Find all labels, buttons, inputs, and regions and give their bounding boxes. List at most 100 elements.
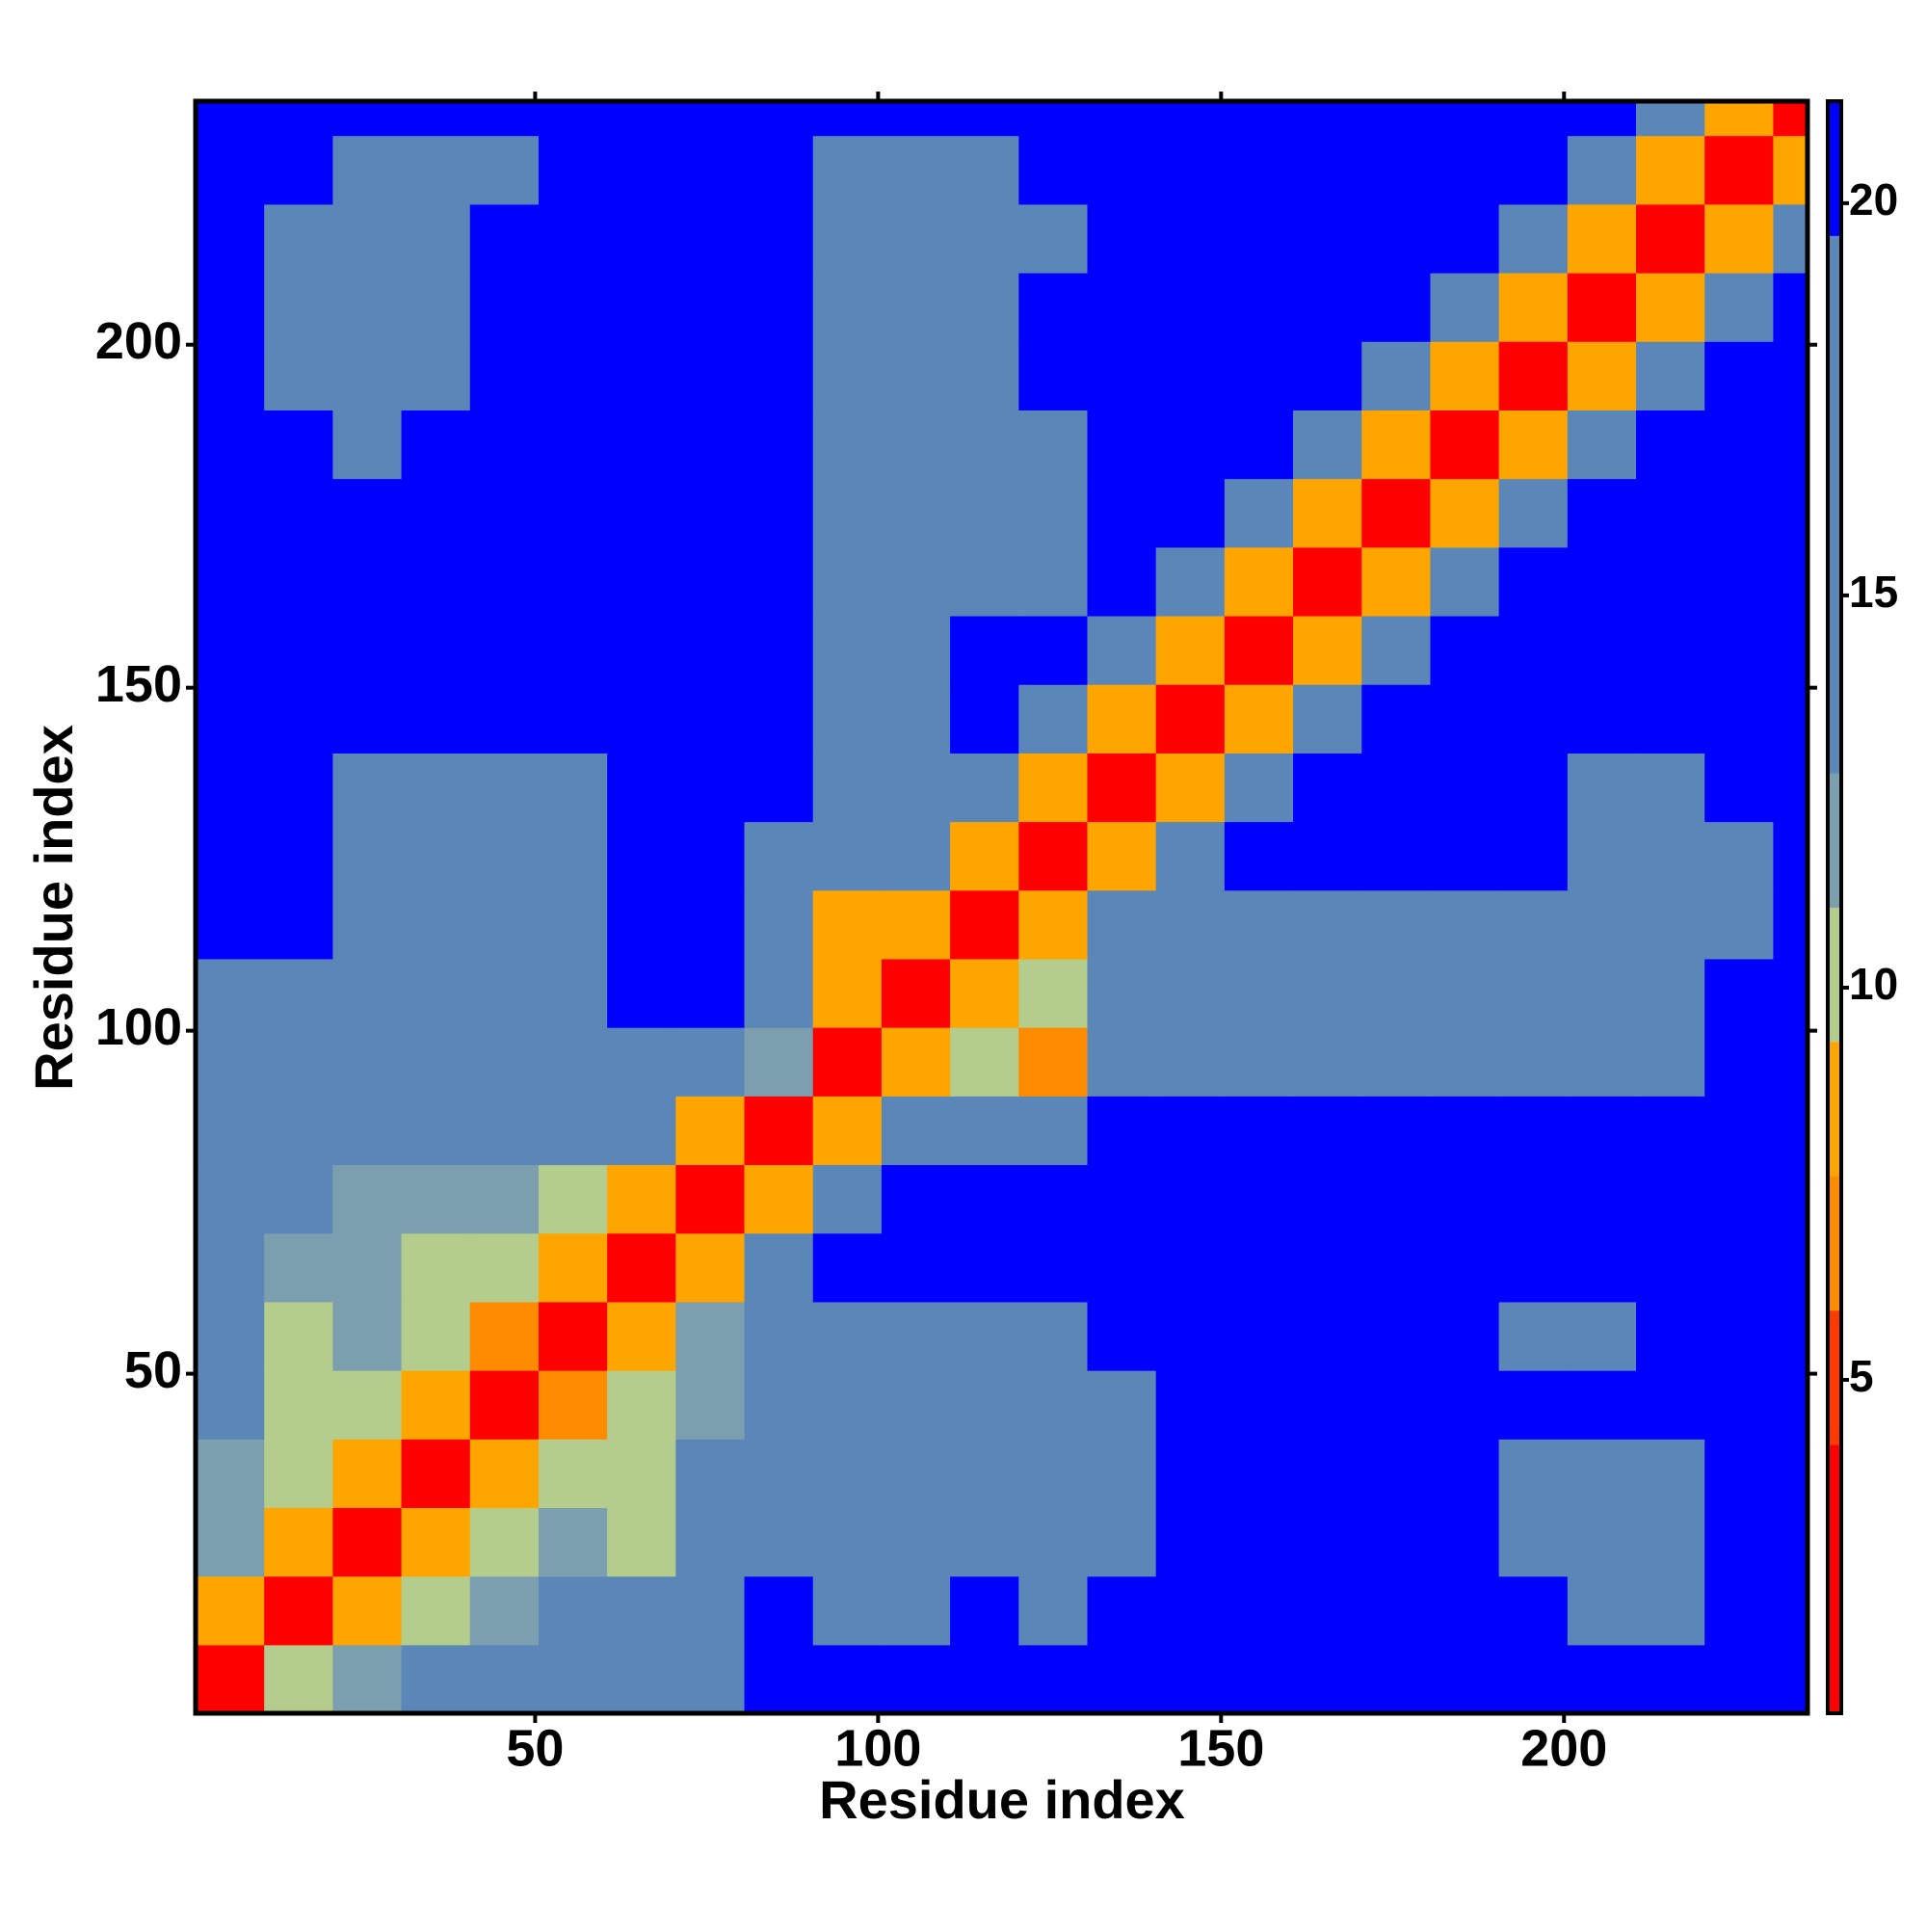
heatmap-cell	[1430, 615, 1500, 685]
heatmap-cell	[1567, 753, 1637, 823]
heatmap-cell	[1018, 684, 1089, 754]
heatmap-cell	[744, 272, 814, 342]
heatmap-cell	[1498, 101, 1569, 137]
heatmap-cell	[401, 341, 471, 410]
heatmap-cell	[1704, 821, 1775, 891]
heatmap-cell	[1224, 341, 1294, 410]
heatmap-cell	[1293, 1370, 1362, 1440]
heatmap-cell	[1498, 1370, 1569, 1440]
heatmap-cell	[1224, 1370, 1294, 1440]
heatmap-cell	[1704, 615, 1775, 685]
heatmap-cell	[950, 410, 1019, 480]
heatmap-cell	[332, 1370, 403, 1440]
heatmap-cell	[264, 1644, 333, 1714]
y-tick-label: 100	[95, 998, 182, 1056]
heatmap-cell	[332, 753, 403, 823]
x-tick-label: 150	[1177, 1719, 1264, 1777]
heatmap-cell	[1087, 135, 1157, 205]
heatmap-cell	[538, 1301, 608, 1371]
heatmap-cell	[1567, 1232, 1637, 1303]
heatmap-cell	[675, 135, 746, 205]
heatmap-cell	[1773, 1644, 1808, 1714]
heatmap-cell	[1224, 1096, 1294, 1166]
heatmap-cell	[812, 889, 883, 960]
colorbar-segment	[1828, 235, 1841, 371]
heatmap-cell	[881, 753, 951, 823]
heatmap-cell	[1155, 1232, 1226, 1303]
heatmap-cell	[264, 1439, 333, 1509]
heatmap-cell	[1773, 478, 1808, 548]
heatmap-cell	[196, 1507, 265, 1577]
heatmap-cell	[1224, 1439, 1294, 1509]
heatmap-cell	[196, 135, 265, 205]
heatmap-cell	[1224, 101, 1294, 137]
heatmap-cell	[881, 1507, 951, 1577]
heatmap-cell	[264, 410, 333, 480]
heatmap-cell	[1361, 1232, 1432, 1303]
heatmap-cell	[1361, 684, 1432, 754]
heatmap-cell	[675, 753, 746, 823]
heatmap-cell	[469, 341, 540, 410]
heatmap-cell	[332, 958, 403, 1028]
heatmap-cell	[1293, 1027, 1362, 1097]
heatmap-cell	[196, 410, 265, 480]
heatmap-cell	[1018, 1232, 1089, 1303]
heatmap-cell	[1155, 1370, 1226, 1440]
heatmap-cell	[607, 1301, 676, 1371]
heatmap-cell	[1636, 1164, 1705, 1234]
heatmap-cell	[332, 615, 403, 685]
heatmap-cell	[401, 1096, 471, 1166]
heatmap-cell	[675, 1507, 746, 1577]
heatmap-cell	[332, 546, 403, 617]
heatmap-cell	[469, 101, 540, 137]
heatmap-cell	[264, 1164, 333, 1234]
heatmap-cell	[1773, 1096, 1808, 1166]
heatmap-cell	[1773, 135, 1808, 205]
heatmap-cell	[1567, 1644, 1637, 1714]
heatmap-cell	[881, 1575, 951, 1646]
heatmap-cell	[1704, 1370, 1775, 1440]
heatmap-cell	[1498, 1164, 1569, 1234]
y-tick-label: 200	[95, 312, 182, 370]
heatmap-cell	[469, 546, 540, 617]
heatmap-cell	[812, 341, 883, 410]
heatmap-cell	[1498, 821, 1569, 891]
heatmap-cell	[950, 821, 1019, 891]
heatmap-cell	[1018, 546, 1089, 617]
heatmap-cell	[607, 272, 676, 342]
heatmap-cell	[1087, 478, 1157, 548]
heatmap-cell	[1224, 821, 1294, 891]
heatmap-cell	[1430, 1301, 1500, 1371]
heatmap-cell	[401, 1439, 471, 1509]
heatmap-cell	[1087, 1439, 1157, 1509]
heatmap-cell	[1018, 1096, 1089, 1166]
heatmap-cell	[950, 272, 1019, 342]
heatmap-cell	[1361, 546, 1432, 617]
heatmap-cell	[881, 889, 951, 960]
heatmap-cell	[264, 889, 333, 960]
heatmap-cell	[1498, 203, 1569, 274]
heatmap-cell	[401, 753, 471, 823]
heatmap-cell	[264, 821, 333, 891]
heatmap-cell	[675, 272, 746, 342]
heatmap-cell	[1567, 958, 1637, 1028]
heatmap-cell	[1498, 341, 1569, 410]
heatmap-cell	[1636, 272, 1705, 342]
heatmap-cell	[469, 753, 540, 823]
heatmap-cell	[1636, 1575, 1705, 1646]
heatmap-cell	[1567, 1164, 1637, 1234]
heatmap-cell	[1704, 958, 1775, 1028]
heatmap-cell	[264, 101, 333, 137]
heatmap-cell	[401, 1644, 471, 1714]
heatmap-cell	[1704, 135, 1775, 205]
heatmap-cell	[1018, 1507, 1089, 1577]
heatmap-cell	[1087, 1301, 1157, 1371]
heatmap-cell	[264, 1301, 333, 1371]
heatmap-cell	[1361, 1644, 1432, 1714]
plot-frame	[193, 98, 1810, 1716]
heatmap-cell	[1498, 1301, 1569, 1371]
heatmap-cell	[1498, 889, 1569, 960]
heatmap-cell	[812, 1439, 883, 1509]
colorbar-segment	[1828, 504, 1841, 640]
heatmap-cell	[1567, 410, 1637, 480]
